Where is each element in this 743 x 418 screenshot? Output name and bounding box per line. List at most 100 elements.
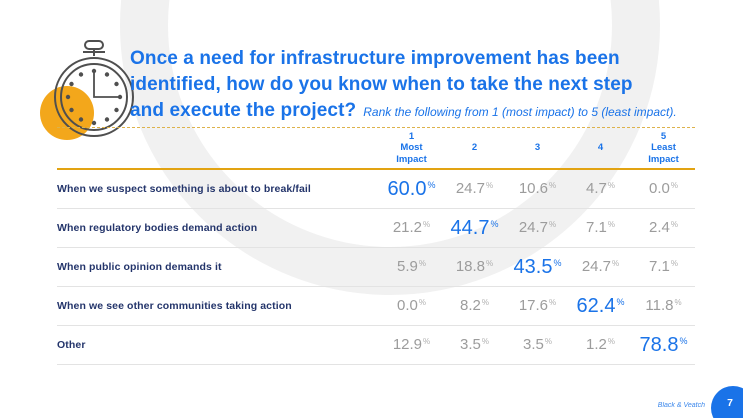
value-number: 44.7	[450, 216, 490, 239]
value-number: 3.5	[460, 336, 481, 353]
percent-sign: %	[670, 181, 678, 190]
percent-sign: %	[607, 220, 615, 229]
stopwatch-icon	[54, 40, 134, 137]
percent-sign: %	[549, 298, 557, 307]
value-cell: 3.5%	[506, 336, 569, 354]
table-row: When we suspect something is about to br…	[57, 170, 695, 209]
orange-accent-circle	[40, 86, 94, 140]
percent-sign: %	[549, 220, 557, 229]
percent-sign: %	[481, 298, 489, 307]
header-rank: 5	[660, 130, 667, 142]
value-number: 24.7	[518, 219, 549, 236]
percent-sign: %	[612, 259, 620, 268]
header-label: Most Impact	[396, 142, 427, 165]
column-header-4: 4	[569, 142, 632, 153]
value-number: 1.2	[586, 336, 607, 353]
row-label: When regulatory bodies demand action	[57, 222, 258, 234]
results-table: 1 Most Impact 2 3 4 5 Least Impact When …	[57, 127, 695, 365]
percent-sign: %	[427, 179, 436, 190]
value-number: 10.6	[518, 180, 549, 197]
title-line-3-text: and execute the project?	[130, 100, 357, 121]
value-cell: 11.8%	[632, 297, 695, 315]
table-top-divider	[57, 127, 695, 128]
table-row: Other 12.9% 3.5% 3.5% 1.2% 78.8%	[57, 326, 695, 365]
value-number: 60.0	[387, 177, 427, 200]
value-number: 18.8	[455, 258, 486, 275]
percent-sign: %	[418, 298, 426, 307]
value-cell: 5.9%	[380, 258, 443, 276]
percent-sign: %	[549, 181, 557, 190]
value-cell: 24.7%	[443, 180, 506, 198]
table-row: When we see other communities taking act…	[57, 287, 695, 326]
percent-sign: %	[481, 337, 489, 346]
clock-dots	[65, 68, 123, 126]
value-cell: 60.0%	[380, 178, 443, 201]
value-cell: 3.5%	[443, 336, 506, 354]
column-header-1-most-impact: 1 Most Impact	[380, 131, 443, 165]
row-label: Other	[57, 339, 86, 351]
percent-sign: %	[486, 259, 494, 268]
value-cell: 2.4%	[632, 219, 695, 237]
page-title: Once a need for infrastructure improveme…	[130, 46, 715, 125]
column-header-2: 2	[443, 142, 506, 153]
percent-sign: %	[607, 337, 615, 346]
value-cell: 78.8%	[632, 334, 695, 357]
value-cell: 44.7%	[443, 217, 506, 240]
value-cell: 43.5%	[506, 256, 569, 279]
value-cell: 18.8%	[443, 258, 506, 276]
title-line-2: identified, how do you know when to take…	[130, 74, 633, 95]
percent-sign: %	[553, 257, 562, 268]
value-number: 17.6	[518, 297, 549, 314]
title-line-1: Once a need for infrastructure improveme…	[130, 48, 620, 69]
value-number: 11.8	[645, 297, 674, 314]
value-number: 0.0	[397, 297, 418, 314]
percent-sign: %	[423, 220, 431, 229]
percent-sign: %	[674, 298, 682, 307]
value-cell: 12.9%	[380, 336, 443, 354]
value-cell: 24.7%	[569, 258, 632, 276]
value-number: 2.4	[649, 219, 670, 236]
table-header-row: 1 Most Impact 2 3 4 5 Least Impact	[57, 128, 695, 170]
header-rank: 4	[597, 142, 604, 154]
value-number: 4.7	[586, 180, 607, 197]
value-number: 43.5	[513, 255, 553, 278]
row-label: When we see other communities taking act…	[57, 300, 292, 312]
value-cell: 7.1%	[569, 219, 632, 237]
value-number: 8.2	[460, 297, 481, 314]
value-number: 7.1	[649, 258, 670, 275]
value-cell: 0.0%	[632, 180, 695, 198]
value-number: 24.7	[581, 258, 612, 275]
value-number: 5.9	[397, 258, 418, 275]
percent-sign: %	[486, 181, 494, 190]
value-number: 7.1	[586, 219, 607, 236]
row-label: When public opinion demands it	[57, 261, 222, 273]
value-number: 3.5	[523, 336, 544, 353]
header-label: Least Impact	[648, 142, 679, 165]
percent-sign: %	[544, 337, 552, 346]
value-cell: 4.7%	[569, 180, 632, 198]
value-cell: 24.7%	[506, 219, 569, 237]
value-number: 0.0	[649, 180, 670, 197]
value-cell: 10.6%	[506, 180, 569, 198]
column-header-5-least-impact: 5 Least Impact	[632, 131, 695, 165]
percent-sign: %	[423, 337, 431, 346]
percent-sign: %	[616, 296, 625, 307]
value-number: 21.2	[392, 219, 423, 236]
table-row: When public opinion demands it 5.9% 18.8…	[57, 248, 695, 287]
header-rank: 2	[471, 142, 478, 154]
value-cell: 21.2%	[380, 219, 443, 237]
percent-sign: %	[679, 335, 688, 346]
value-number: 24.7	[455, 180, 486, 197]
percent-sign: %	[607, 181, 615, 190]
value-number: 62.4	[576, 294, 616, 317]
value-cell: 17.6%	[506, 297, 569, 315]
header-rank: 3	[534, 142, 541, 154]
value-cell: 7.1%	[632, 258, 695, 276]
page-number-badge: 7	[711, 386, 743, 418]
value-number: 12.9	[392, 336, 423, 353]
value-cell: 62.4%	[569, 295, 632, 318]
brand-footer: Black & Veatch	[657, 402, 705, 409]
value-number: 78.8	[639, 333, 679, 356]
table-row: When regulatory bodies demand action 21.…	[57, 209, 695, 248]
